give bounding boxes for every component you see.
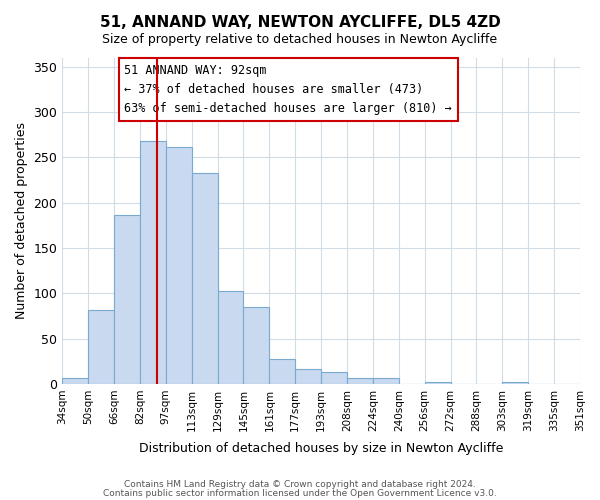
Text: Size of property relative to detached houses in Newton Aycliffe: Size of property relative to detached ho…: [103, 32, 497, 46]
Bar: [373, 378, 399, 384]
Text: 51, ANNAND WAY, NEWTON AYCLIFFE, DL5 4ZD: 51, ANNAND WAY, NEWTON AYCLIFFE, DL5 4ZD: [100, 15, 500, 30]
Bar: [269, 360, 295, 384]
Bar: [114, 216, 140, 384]
X-axis label: Distribution of detached houses by size in Newton Aycliffe: Distribution of detached houses by size …: [139, 442, 503, 455]
Bar: [295, 370, 321, 384]
Bar: [321, 372, 347, 384]
Bar: [140, 141, 166, 384]
Y-axis label: Number of detached properties: Number of detached properties: [15, 122, 28, 319]
Bar: [218, 290, 244, 384]
Bar: [166, 148, 192, 384]
Bar: [502, 382, 528, 384]
Bar: [88, 310, 114, 384]
Text: Contains HM Land Registry data © Crown copyright and database right 2024.: Contains HM Land Registry data © Crown c…: [124, 480, 476, 489]
Bar: [347, 378, 373, 384]
Text: Contains public sector information licensed under the Open Government Licence v3: Contains public sector information licen…: [103, 488, 497, 498]
Bar: [62, 378, 88, 384]
Text: 51 ANNAND WAY: 92sqm
← 37% of detached houses are smaller (473)
63% of semi-deta: 51 ANNAND WAY: 92sqm ← 37% of detached h…: [124, 64, 452, 115]
Bar: [192, 172, 218, 384]
Bar: [425, 382, 451, 384]
Bar: [244, 307, 269, 384]
